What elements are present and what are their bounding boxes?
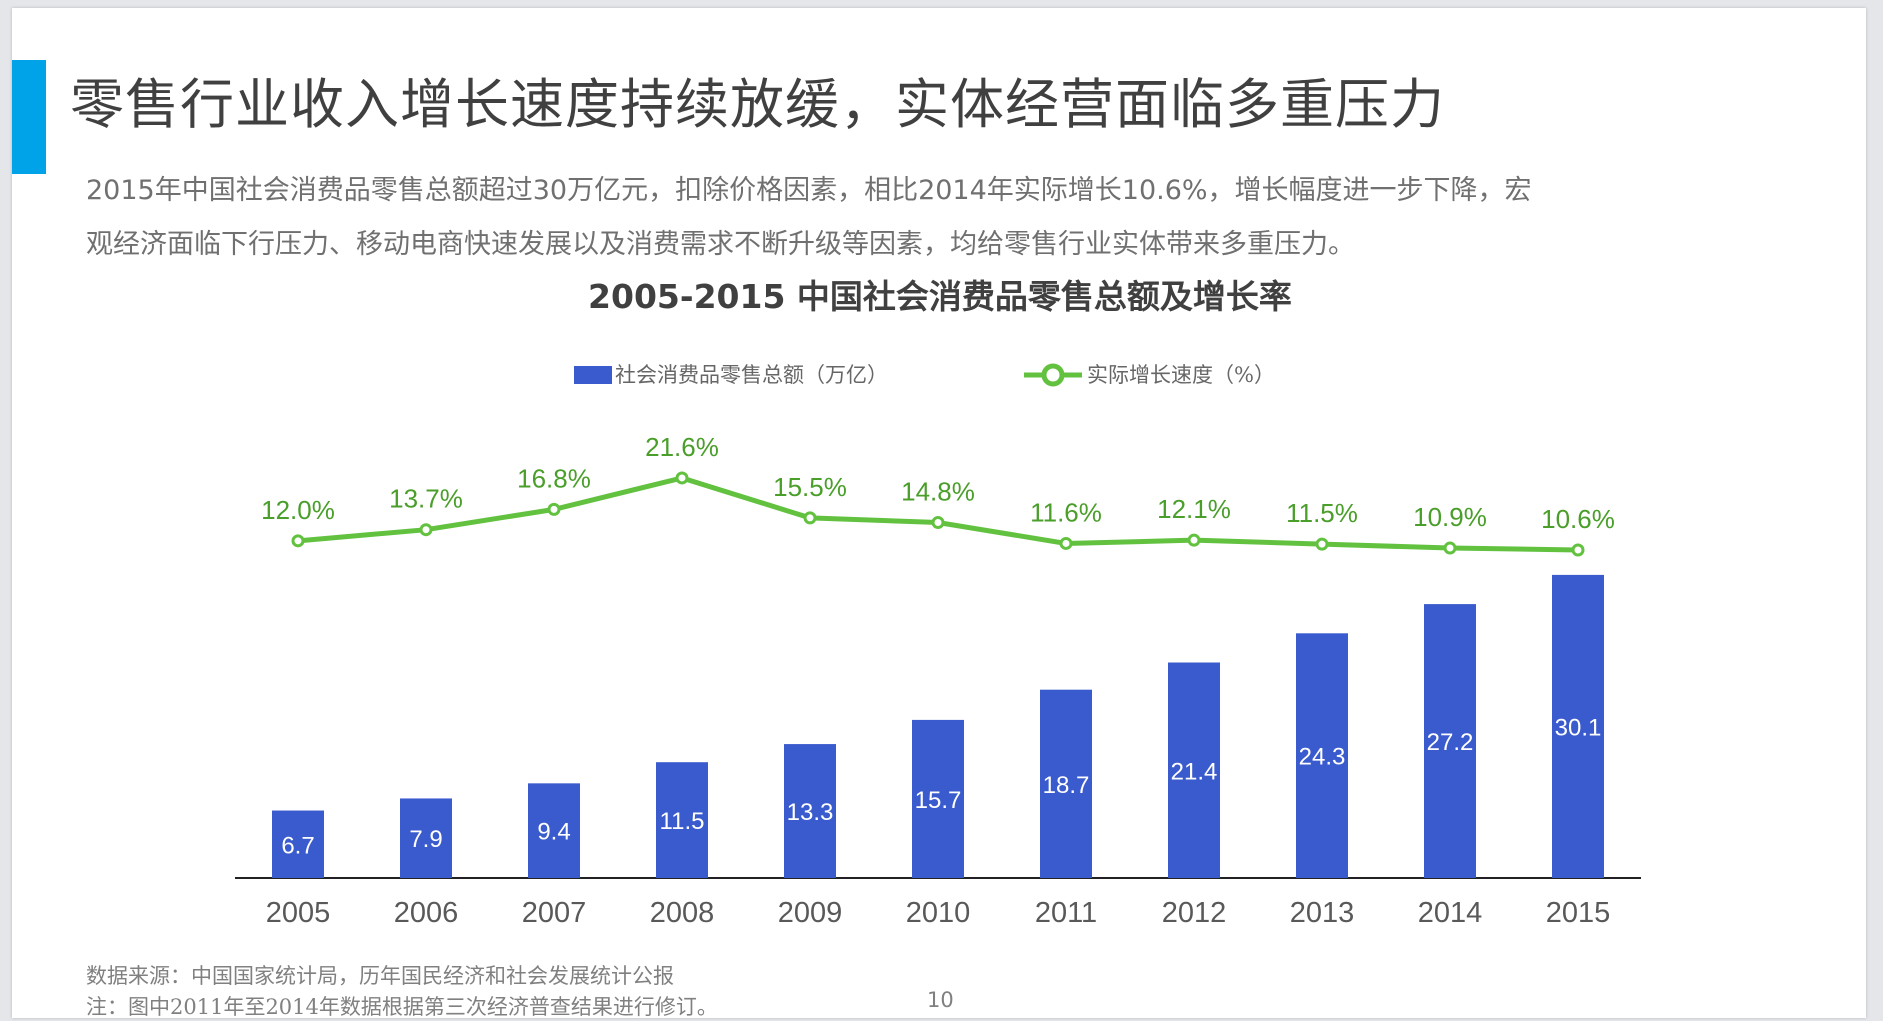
slide-title: 零售行业收入增长速度持续放缓，实体经营面临多重压力: [70, 73, 1445, 136]
title-accent-bar: [12, 60, 46, 174]
bar-2015: [1552, 574, 1604, 878]
page-number: 10: [927, 988, 954, 1012]
bar-2008: [656, 762, 708, 878]
paragraph-line-2: 观经济面临下行压力、移动电商快速发展以及消费需求不断升级等因素，均给零售行业实体…: [86, 229, 1355, 260]
x-tick-2007: 2007: [522, 897, 587, 929]
legend-bar-swatch: [574, 366, 612, 384]
growth-label-2014: 10.9%: [1413, 502, 1487, 532]
growth-label-2011: 11.6%: [1030, 497, 1102, 527]
x-tick-2011: 2011: [1035, 897, 1097, 929]
growth-point-2005: [291, 534, 305, 548]
bar-2013: [1296, 633, 1348, 878]
growth-point-2011: [1059, 536, 1073, 550]
growth-point-2014: [1443, 541, 1457, 555]
growth-label-2010: 14.8%: [901, 476, 975, 506]
growth-label-2005: 12.0%: [261, 495, 335, 525]
growth-point-2013: [1315, 537, 1329, 551]
bar-2011: [1040, 689, 1092, 878]
x-tick-2010: 2010: [906, 897, 971, 929]
bar-label-2006: 7.9: [409, 826, 442, 853]
bar-2014: [1424, 604, 1476, 878]
growth-point-2007: [547, 502, 561, 516]
bar-2010: [912, 719, 964, 878]
legend-bar-label: 社会消费品零售总额（万亿）: [615, 363, 888, 387]
bar-label-2008: 11.5: [660, 808, 705, 835]
bar-label-2013: 24.3: [1299, 744, 1346, 771]
growth-point-2008: [675, 471, 689, 485]
paragraph-line-1: 2015年中国社会消费品零售总额超过30万亿元，扣除价格因素，相比2014年实际…: [86, 175, 1532, 206]
legend-line-marker: [1041, 363, 1065, 387]
bar-2006: [400, 798, 452, 878]
bar-label-2015: 30.1: [1555, 714, 1602, 741]
x-tick-2014: 2014: [1418, 897, 1483, 929]
x-tick-2009: 2009: [778, 897, 843, 929]
x-tick-2005: 2005: [266, 897, 331, 929]
growth-label-2008: 21.6%: [645, 432, 719, 462]
bar-2012: [1168, 662, 1220, 878]
x-tick-2008: 2008: [650, 897, 715, 929]
x-tick-2013: 2013: [1290, 897, 1355, 929]
growth-point-2009: [803, 511, 817, 525]
x-tick-2006: 2006: [394, 897, 459, 929]
growth-point-2015: [1571, 543, 1585, 557]
bar-2005: [272, 810, 324, 878]
bar-2009: [784, 744, 836, 878]
bar-label-2014: 27.2: [1427, 729, 1474, 756]
bar-label-2005: 6.7: [281, 832, 314, 859]
growth-label-2013: 11.5%: [1286, 498, 1358, 528]
chart-title: 2005-2015 中国社会消费品零售总额及增长率: [588, 277, 1292, 316]
bar-label-2010: 15.7: [915, 787, 962, 814]
growth-label-2012: 12.1%: [1157, 494, 1231, 524]
growth-label-2007: 16.8%: [517, 463, 591, 493]
bar-label-2007: 9.4: [537, 819, 570, 846]
growth-label-2006: 13.7%: [389, 484, 463, 514]
growth-point-2010: [931, 515, 945, 529]
footnote-source: 数据来源：中国国家统计局，历年国民经济和社会发展统计公报: [86, 964, 674, 988]
x-tick-2015: 2015: [1546, 897, 1611, 929]
growth-point-2012: [1187, 533, 1201, 547]
growth-label-2009: 15.5%: [773, 472, 847, 502]
bar-label-2012: 21.4: [1171, 758, 1218, 785]
x-tick-2012: 2012: [1162, 897, 1227, 929]
legend-line-label: 实际增长速度（%）: [1087, 363, 1275, 387]
bar-label-2009: 13.3: [787, 799, 834, 826]
growth-point-2006: [419, 523, 433, 537]
bar-label-2011: 18.7: [1043, 772, 1090, 799]
growth-label-2015: 10.6%: [1541, 504, 1615, 534]
bar-2007: [528, 783, 580, 878]
